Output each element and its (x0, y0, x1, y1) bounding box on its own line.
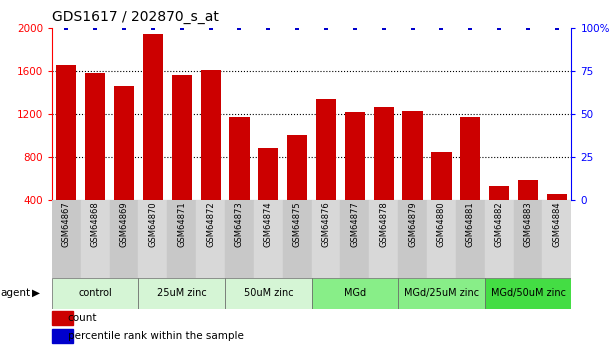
Text: GSM64873: GSM64873 (235, 201, 244, 247)
Bar (485, 200, 514, 278)
Bar (431, 151, 452, 200)
Bar (139, 278, 225, 309)
Point (263, 25, 273, 30)
Bar (427, 200, 456, 278)
Bar (312, 278, 398, 309)
Bar (543, 200, 571, 278)
Bar (196, 200, 225, 278)
Bar (172, 75, 192, 200)
Text: GSM64868: GSM64868 (90, 201, 100, 247)
Bar (547, 194, 567, 200)
Bar (167, 200, 196, 278)
Bar (109, 200, 139, 278)
Point (523, 25, 533, 30)
Point (552, 25, 562, 30)
Bar (312, 200, 340, 278)
Bar (374, 107, 394, 200)
Bar (456, 200, 485, 278)
Text: MGd/25uM zinc: MGd/25uM zinc (404, 288, 479, 298)
Bar (460, 117, 480, 200)
Point (408, 25, 417, 30)
Text: GDS1617 / 202870_s_at: GDS1617 / 202870_s_at (52, 10, 219, 24)
Point (235, 25, 244, 30)
Point (148, 25, 158, 30)
Bar (254, 200, 283, 278)
Text: GSM64875: GSM64875 (293, 201, 302, 247)
Text: agent: agent (1, 288, 31, 298)
Point (321, 25, 331, 30)
Point (292, 25, 302, 30)
Bar (56, 65, 76, 200)
Text: GSM64882: GSM64882 (495, 201, 503, 247)
Text: GSM64880: GSM64880 (437, 201, 446, 247)
Bar (81, 200, 109, 278)
Bar (514, 200, 543, 278)
Text: MGd/50uM zinc: MGd/50uM zinc (491, 288, 566, 298)
Text: GSM64876: GSM64876 (321, 201, 331, 247)
Text: GSM64881: GSM64881 (466, 201, 475, 247)
Text: GSM64877: GSM64877 (350, 201, 359, 247)
Text: ▶: ▶ (32, 288, 40, 298)
Text: MGd: MGd (344, 288, 366, 298)
Bar (52, 329, 73, 343)
Bar (52, 311, 73, 325)
Bar (398, 200, 427, 278)
Point (350, 25, 360, 30)
Bar (52, 200, 81, 278)
Bar (403, 111, 423, 200)
Point (119, 25, 129, 30)
Bar (345, 112, 365, 200)
Bar (518, 180, 538, 200)
Text: GSM64869: GSM64869 (120, 201, 128, 247)
Bar (114, 86, 134, 200)
Text: percentile rank within the sample: percentile rank within the sample (68, 331, 243, 341)
Bar (398, 278, 485, 309)
Text: GSM64867: GSM64867 (62, 201, 71, 247)
Bar (258, 148, 279, 200)
Bar (85, 73, 105, 200)
Point (206, 25, 216, 30)
Bar (316, 99, 336, 200)
Text: GSM64872: GSM64872 (206, 201, 215, 247)
Text: 50uM zinc: 50uM zinc (244, 288, 293, 298)
Point (466, 25, 475, 30)
Text: GSM64884: GSM64884 (552, 201, 562, 247)
Point (437, 25, 447, 30)
Bar (283, 200, 312, 278)
Bar (489, 186, 509, 200)
Bar (200, 70, 221, 200)
Bar (143, 34, 163, 200)
Text: count: count (68, 313, 97, 323)
Bar (139, 200, 167, 278)
Point (379, 25, 389, 30)
Bar (287, 136, 307, 200)
Point (62, 25, 71, 30)
Point (494, 25, 504, 30)
Bar (340, 200, 369, 278)
Text: GSM64883: GSM64883 (524, 201, 533, 247)
Text: 25uM zinc: 25uM zinc (157, 288, 207, 298)
Bar (485, 278, 571, 309)
Text: GSM64871: GSM64871 (177, 201, 186, 247)
Text: control: control (78, 288, 112, 298)
Point (177, 25, 187, 30)
Text: GSM64879: GSM64879 (408, 201, 417, 247)
Bar (369, 200, 398, 278)
Bar (225, 278, 312, 309)
Point (90, 25, 100, 30)
Text: GSM64878: GSM64878 (379, 201, 388, 247)
Bar (225, 200, 254, 278)
Text: GSM64870: GSM64870 (148, 201, 158, 247)
Text: GSM64874: GSM64874 (264, 201, 273, 247)
Bar (52, 278, 139, 309)
Bar (229, 117, 249, 200)
